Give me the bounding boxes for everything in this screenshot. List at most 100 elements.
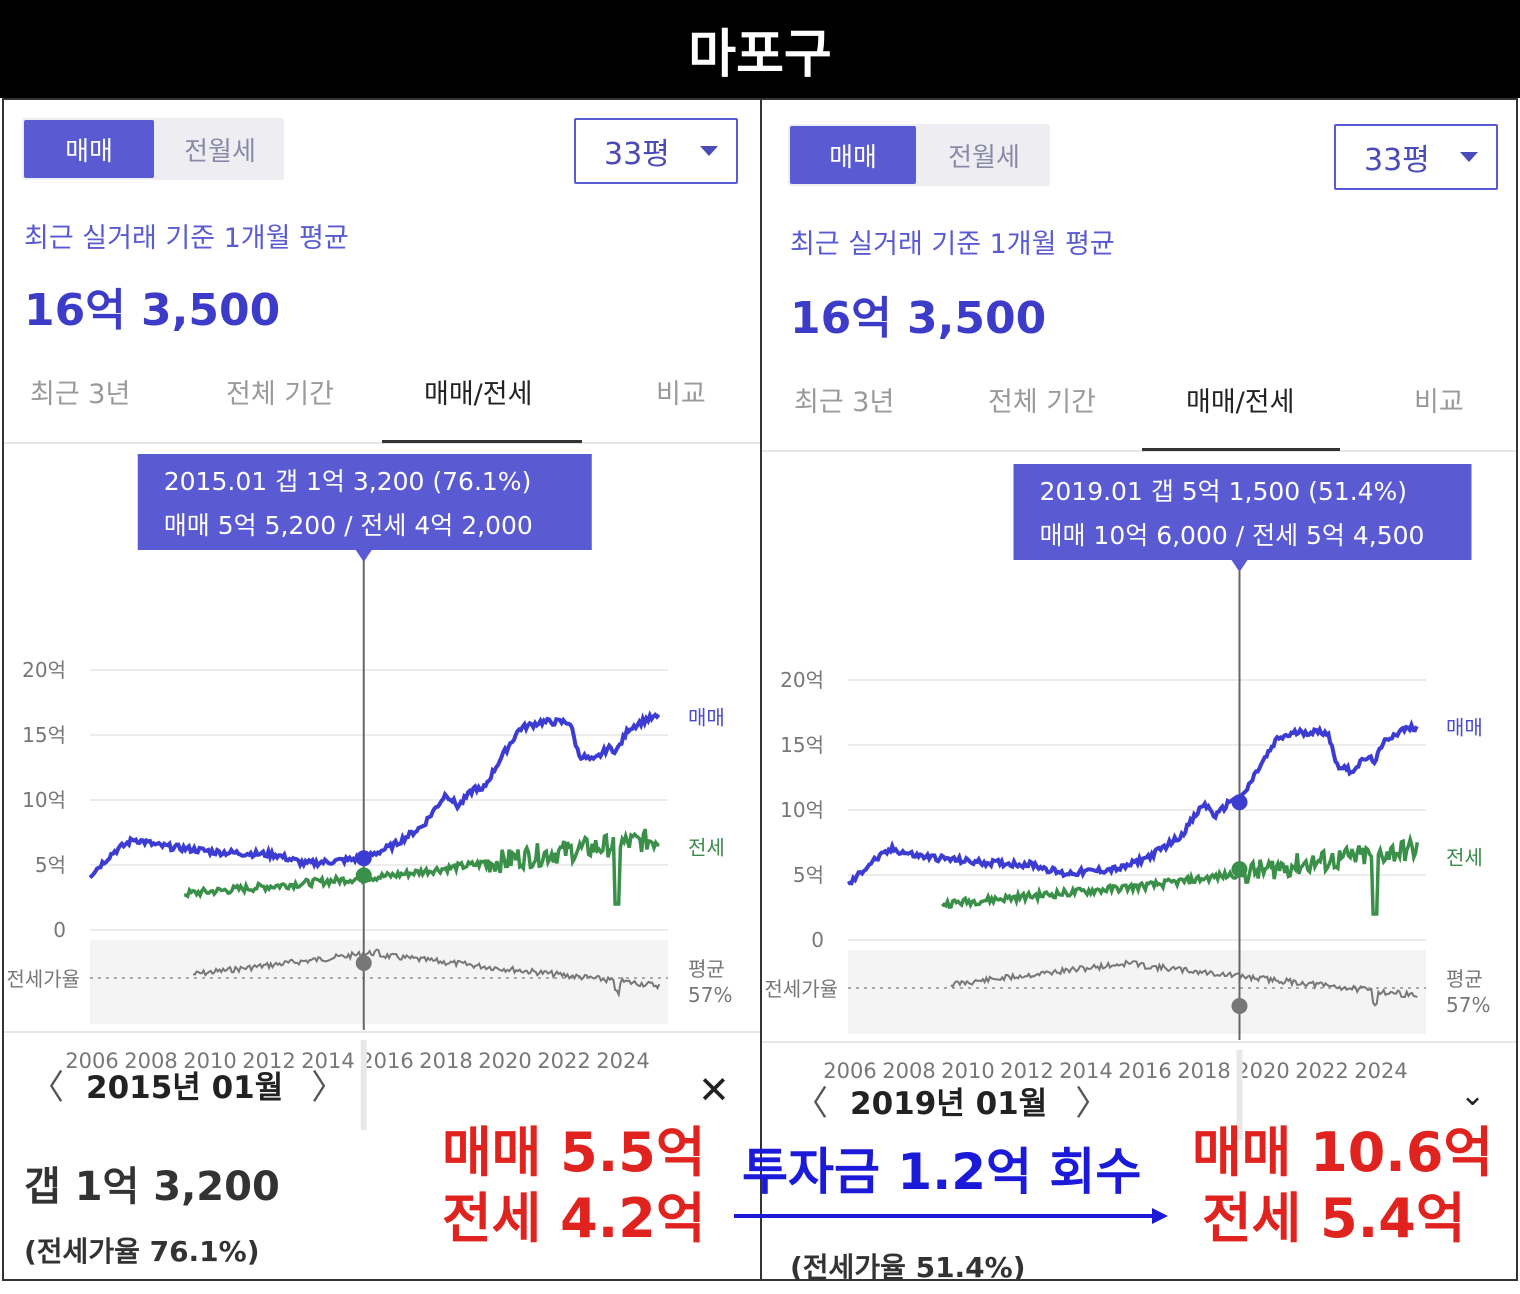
rent-toggle-button[interactable]: 전월세 bbox=[184, 136, 256, 167]
ratio-axis-label: 전세가율 bbox=[6, 967, 80, 991]
sale-series-line bbox=[846, 718, 1419, 886]
left-annotation-jeonse: 전세 4.2억 bbox=[442, 1187, 706, 1250]
tooltip-pointer bbox=[1231, 560, 1248, 572]
chevron-left-icon[interactable]: 〈 bbox=[794, 1084, 828, 1124]
scrub-handle bbox=[1236, 1050, 1243, 1140]
trade-type-toggle: 매매 전월세 bbox=[788, 124, 1050, 186]
tooltip-line-2: 매매 10억 6,000 / 전세 5억 4,500 bbox=[1039, 521, 1424, 550]
x-tick-label: 2012 bbox=[242, 1049, 295, 1073]
y-tick-label: 15억 bbox=[780, 733, 824, 757]
close-icon[interactable]: ✕ bbox=[698, 1068, 730, 1112]
ratio-series-line bbox=[950, 959, 1418, 1007]
x-tick-label: 2016 bbox=[1118, 1059, 1171, 1083]
size-dropdown[interactable]: 33평 bbox=[1334, 124, 1498, 190]
x-tick-label: 2014 bbox=[301, 1049, 354, 1073]
average-label: 평균 bbox=[1446, 967, 1483, 991]
tab-compare[interactable]: 비교 bbox=[1414, 387, 1464, 418]
arrow-right-icon bbox=[734, 1208, 1168, 1224]
y-tick-label: 0 bbox=[53, 918, 66, 942]
right-panel: 매매 전월세 33평 최근 실거래 기준 1개월 평균 16억 3,500 최근… bbox=[760, 98, 1518, 1281]
tab-all-period[interactable]: 전체 기간 bbox=[988, 387, 1096, 418]
y-tick-label: 15억 bbox=[22, 723, 66, 747]
left-panel: 매매 전월세 33평 최근 실거래 기준 1개월 평균 16억 3,500 최근… bbox=[2, 98, 762, 1281]
tab-sale-jeonse[interactable]: 매매/전세 bbox=[424, 379, 533, 410]
trade-type-toggle: 매매 전월세 bbox=[22, 118, 284, 180]
sale-series-label: 매매 bbox=[688, 706, 725, 730]
x-tick-label: 2024 bbox=[596, 1049, 649, 1073]
right-annotation: 매매 10.6억 전세 5.4억 bbox=[1192, 1120, 1493, 1252]
sale-toggle-button[interactable]: 매매 bbox=[790, 126, 916, 184]
chevron-right-icon[interactable]: 〉 bbox=[311, 1068, 346, 1108]
tab-all-period[interactable]: 전체 기간 bbox=[226, 379, 334, 410]
y-tick-label: 10억 bbox=[780, 798, 824, 822]
tab-recent-3y[interactable]: 최근 3년 bbox=[794, 387, 895, 418]
tooltip-box bbox=[137, 454, 592, 550]
ratio-axis-label: 전세가율 bbox=[764, 977, 838, 1001]
x-tick-label: 2018 bbox=[1177, 1059, 1230, 1083]
tab-recent-3y[interactable]: 최근 3년 bbox=[30, 379, 131, 410]
average-price: 16억 3,500 bbox=[24, 285, 281, 336]
left-annotation-sale: 매매 5.5억 bbox=[442, 1121, 706, 1184]
x-tick-label: 2008 bbox=[882, 1059, 935, 1083]
average-value: 57% bbox=[688, 983, 732, 1007]
tab-sale-jeonse[interactable]: 매매/전세 bbox=[1186, 387, 1295, 418]
left-annotation: 매매 5.5억 전세 4.2억 bbox=[442, 1120, 706, 1252]
active-tab-underline bbox=[382, 440, 582, 443]
x-tick-label: 2020 bbox=[1236, 1059, 1289, 1083]
y-tick-label: 5억 bbox=[35, 853, 66, 877]
sale-series-line bbox=[88, 710, 661, 880]
jeonse-ratio: (전세가율 76.1%) bbox=[24, 1235, 260, 1268]
ratio-marker bbox=[355, 955, 372, 971]
sale-marker bbox=[355, 850, 372, 867]
chevron-left-icon[interactable]: 〈 bbox=[30, 1068, 64, 1108]
x-tick-label: 2022 bbox=[537, 1049, 590, 1073]
jeonse-ratio: (전세가율 51.4%) bbox=[790, 1251, 1026, 1281]
jeonse-marker bbox=[1231, 861, 1248, 878]
x-tick-label: 2022 bbox=[1295, 1059, 1348, 1083]
active-tab-underline bbox=[1142, 448, 1340, 451]
gap-amount: 갭 1억 3,200 bbox=[24, 1164, 280, 1210]
jeonse-series-line bbox=[184, 828, 660, 906]
month-navigator: 〈 2019년 01월 〉 bbox=[794, 1076, 1109, 1125]
month-navigator: 〈 2015년 01월 〉 bbox=[30, 1060, 345, 1109]
chevron-right-icon[interactable]: 〉 bbox=[1075, 1084, 1110, 1124]
average-value: 57% bbox=[1446, 993, 1490, 1017]
sale-marker bbox=[1231, 794, 1248, 811]
tooltip-line-1: 2019.01 갭 5억 1,500 (51.4%) bbox=[1039, 477, 1407, 506]
x-tick-label: 2016 bbox=[360, 1049, 413, 1073]
investment-recovered-note: 투자금 1.2억 회수 bbox=[742, 1143, 1142, 1201]
period-tabs: 최근 3년 전체 기간 매매/전세 비교 bbox=[4, 360, 760, 444]
caret-down-icon bbox=[700, 146, 718, 156]
x-tick-label: 2010 bbox=[941, 1059, 994, 1083]
average-label: 평균 bbox=[688, 957, 725, 981]
y-tick-label: 10억 bbox=[22, 788, 66, 812]
caret-down-icon bbox=[1460, 152, 1478, 162]
scrub-handle bbox=[360, 1040, 367, 1130]
tooltip-pointer bbox=[355, 550, 372, 562]
chevron-down-icon[interactable]: ⌄ bbox=[1460, 1078, 1486, 1113]
size-dropdown-value: 33평 bbox=[604, 137, 670, 172]
y-tick-label: 20억 bbox=[780, 668, 824, 692]
x-tick-label: 2008 bbox=[124, 1049, 177, 1073]
right-annotation-sale: 매매 10.6억 bbox=[1192, 1121, 1494, 1184]
x-tick-label: 2014 bbox=[1059, 1059, 1112, 1083]
tab-compare[interactable]: 비교 bbox=[656, 379, 706, 410]
size-dropdown-value: 33평 bbox=[1364, 143, 1430, 178]
sale-series-label: 매매 bbox=[1446, 716, 1483, 740]
x-tick-label: 2024 bbox=[1354, 1059, 1407, 1083]
average-price: 16억 3,500 bbox=[790, 293, 1047, 344]
selected-month: 2019년 01월 bbox=[850, 1086, 1048, 1122]
sale-toggle-button[interactable]: 매매 bbox=[24, 120, 154, 178]
price-basis-label: 최근 실거래 기준 1개월 평균 bbox=[24, 223, 349, 254]
ratio-marker bbox=[1231, 998, 1248, 1014]
x-tick-label: 2012 bbox=[1000, 1059, 1053, 1083]
jeonse-series-line bbox=[940, 832, 1420, 916]
tooltip-line-2: 매매 5억 5,200 / 전세 4억 2,000 bbox=[164, 511, 533, 540]
jeonse-marker bbox=[355, 867, 372, 884]
right-annotation-jeonse: 전세 5.4억 bbox=[1202, 1187, 1466, 1250]
rent-toggle-button[interactable]: 전월세 bbox=[948, 142, 1020, 173]
size-dropdown[interactable]: 33평 bbox=[574, 118, 738, 184]
jeonse-series-label: 전세 bbox=[1446, 846, 1483, 870]
